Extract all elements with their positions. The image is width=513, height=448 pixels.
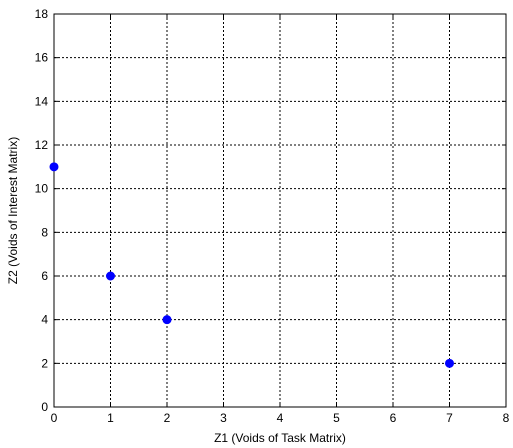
- x-tick-label: 0: [51, 411, 58, 425]
- y-tick-label: 14: [35, 94, 49, 108]
- x-tick-label: 2: [164, 411, 171, 425]
- y-tick-label: 8: [41, 225, 48, 239]
- data-point: [162, 315, 172, 325]
- y-tick-label: 2: [41, 356, 48, 370]
- y-axis-label: Z2 (Voids of Interest Matrix): [6, 137, 20, 284]
- data-point: [106, 271, 115, 281]
- x-tick-label: 1: [107, 411, 114, 425]
- ticks: [53, 13, 507, 408]
- x-axis-label: Z1 (Voids of Task Matrix): [214, 431, 346, 445]
- x-tick-labels: 0 1 2 3 4 5 6 7 8: [51, 411, 510, 425]
- x-tick-label: 7: [446, 411, 453, 425]
- y-tick-labels: 0 2 4 6 8 10 12 14 16 18: [35, 7, 49, 414]
- y-tick-label: 18: [35, 7, 49, 21]
- grid: [54, 14, 506, 407]
- y-tick-label: 10: [35, 182, 49, 196]
- y-tick-label: 16: [35, 51, 49, 65]
- x-tick-label: 4: [277, 411, 284, 425]
- x-tick-label: 3: [220, 411, 227, 425]
- x-tick-label: 8: [503, 411, 510, 425]
- x-tick-label: 6: [390, 411, 397, 425]
- y-tick-label: 12: [35, 138, 49, 152]
- y-tick-label: 6: [41, 269, 48, 283]
- data-points: [49, 162, 454, 368]
- x-tick-label: 5: [333, 411, 340, 425]
- y-tick-label: 0: [41, 400, 48, 414]
- y-tick-label: 4: [41, 313, 48, 327]
- data-point: [445, 358, 454, 368]
- data-point: [49, 162, 59, 172]
